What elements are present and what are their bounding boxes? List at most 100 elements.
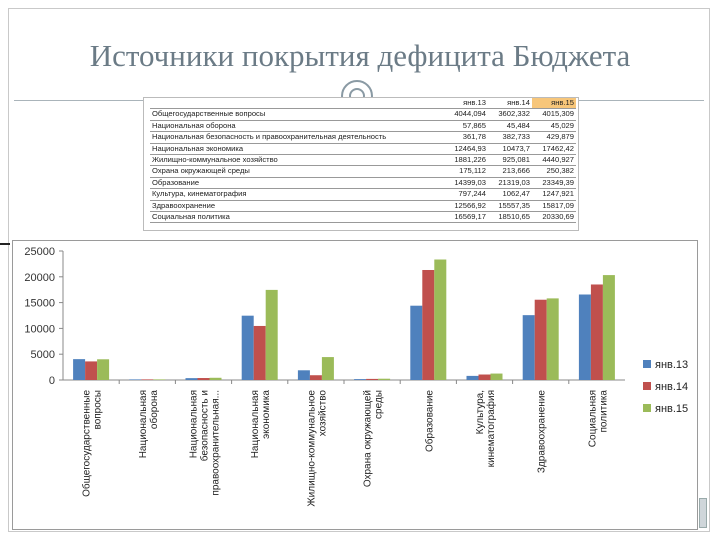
- bar-1: [241, 315, 254, 380]
- y-tick-label: 0: [49, 375, 55, 387]
- bar-2: [309, 375, 322, 380]
- x-category-label: Национальнаябезопасность иправоохранител…: [189, 390, 222, 496]
- table-category-cell: Охрана окружающей среды: [150, 165, 444, 178]
- bar-1: [522, 315, 535, 380]
- table-row: Общегосударственные вопросы 4044,094 3602,…: [150, 108, 576, 121]
- bar-2: [422, 269, 435, 380]
- y-tick-label: 5000: [31, 349, 55, 361]
- table-row: Национальная экономика 12464,93 10473,7 174…: [150, 143, 576, 156]
- table-value-cell: 175,112: [444, 165, 488, 178]
- bar-2: [85, 361, 98, 380]
- table-value-cell: 45,484: [488, 120, 532, 133]
- bar-3: [97, 359, 110, 380]
- table-value-cell: 4044,094: [444, 108, 488, 121]
- x-category-label: Жилищно-коммунальноехозяйство: [306, 390, 328, 507]
- legend-swatch: [643, 360, 651, 368]
- x-category-label: Национальнаяоборона: [138, 390, 160, 459]
- bar-1: [466, 375, 479, 380]
- table-row: Здравоохранение 12566,92 15557,35 15817,09: [150, 200, 576, 213]
- table-value-cell: 429,879: [532, 131, 576, 144]
- bar-1: [578, 294, 591, 380]
- table-row: Социальная политика 16569,17 18510,65 20330…: [150, 211, 576, 224]
- legend-swatch: [643, 382, 651, 390]
- bar-2: [590, 284, 603, 380]
- table-value-cell: 18510,65: [488, 211, 532, 224]
- table-value-cell: 382,733: [488, 131, 532, 144]
- bar-3: [321, 357, 334, 380]
- table-header-cell: янв.13: [444, 98, 488, 110]
- table-category-cell: Национальная безопасность и правоохранит…: [150, 131, 444, 144]
- table-value-cell: 1247,921: [532, 188, 576, 201]
- bar-2: [478, 374, 491, 380]
- table-value-cell: 10473,7: [488, 143, 532, 156]
- table-row: Жилищно-коммунальное хозяйство 1881,226 92…: [150, 154, 576, 167]
- y-tick-label: 10000: [24, 323, 55, 335]
- bar-3: [378, 378, 391, 380]
- source-table: янв.13 янв.14 янв.15 Общегосударственные…: [143, 97, 579, 231]
- table-value-cell: 17462,42: [532, 143, 576, 156]
- table-row: Национальная оборона 57,865 45,484 45,029: [150, 120, 576, 133]
- table-value-cell: 20330,69: [532, 211, 576, 224]
- table-value-cell: 16569,17: [444, 211, 488, 224]
- side-divider: [0, 243, 10, 265]
- y-tick-label: 25000: [24, 246, 55, 258]
- table-value-cell: 14399,03: [444, 177, 488, 190]
- x-category-label: Здравоохранение: [537, 390, 548, 474]
- slide-frame: [8, 8, 710, 532]
- table-value-cell: 250,382: [532, 165, 576, 178]
- table-category-cell: Национальная экономика: [150, 143, 444, 156]
- bar-3: [265, 289, 278, 380]
- bar-1: [354, 379, 367, 380]
- table-value-cell: 797,244: [444, 188, 488, 201]
- legend-label: янв.15: [655, 403, 688, 415]
- y-tick-label: 15000: [24, 298, 55, 310]
- table-header-row: янв.13 янв.14 янв.15: [150, 98, 576, 110]
- table-header-cell: янв.15: [532, 98, 576, 110]
- table-row: Национальная безопасность и правоохранит…: [150, 131, 576, 144]
- table-value-cell: 23349,39: [532, 177, 576, 190]
- x-category-label: Общегосударственныевопросы: [81, 390, 104, 497]
- chart-area: 0 5000 10000 15000 20000 25000 Общегосударстве…: [12, 240, 698, 530]
- bar-3: [209, 377, 222, 380]
- table-value-cell: 12566,92: [444, 200, 488, 213]
- bar-1: [185, 378, 198, 380]
- x-category-label: Национальнаяэкономика: [250, 390, 272, 459]
- table-value-cell: 21319,03: [488, 177, 532, 190]
- bar-3: [546, 298, 559, 380]
- bar-3: [490, 373, 503, 380]
- bar-2: [366, 378, 379, 380]
- table-category-cell: Культура, кинематография: [150, 188, 444, 201]
- table-value-cell: 57,865: [444, 120, 488, 133]
- table-value-cell: 4440,927: [532, 154, 576, 167]
- x-category-label: Образование: [423, 390, 435, 452]
- table-header-cell: [150, 98, 444, 110]
- legend-swatch: [643, 404, 651, 412]
- table-value-cell: 12464,93: [444, 143, 488, 156]
- budget-table: янв.13 янв.14 янв.15 Общегосударственные…: [150, 98, 576, 224]
- table-row: Охрана окружающей среды 175,112 213,666 250…: [150, 165, 576, 178]
- bar-2: [197, 378, 210, 380]
- table-category-cell: Социальная политика: [150, 211, 444, 224]
- table-value-cell: 361,78: [444, 131, 488, 144]
- table-row: Культура, кинематография 797,244 1062,47 12…: [150, 188, 576, 201]
- page-title: Источники покрытия дефицита Бюджета: [89, 38, 631, 73]
- bar-1: [297, 370, 310, 380]
- table-value-cell: 213,666: [488, 165, 532, 178]
- legend-label: янв.14: [655, 381, 688, 393]
- x-category-label: Социальнаяполитика: [587, 390, 609, 448]
- table-value-cell: 15557,35: [488, 200, 532, 213]
- legend-label: янв.13: [655, 359, 688, 371]
- table-category-cell: Общегосударственные вопросы: [150, 108, 444, 121]
- x-category-label: Охрана окружающейсреды: [363, 390, 385, 487]
- table-category-cell: Образование: [150, 177, 444, 190]
- slide-edge-tab: [699, 498, 707, 528]
- bar-1: [410, 305, 423, 380]
- table-value-cell: 3602,332: [488, 108, 532, 121]
- table-category-cell: Жилищно-коммунальное хозяйство: [150, 154, 444, 167]
- bar-3: [153, 379, 166, 380]
- table-value-cell: 1062,47: [488, 188, 532, 201]
- bar-chart: 0 5000 10000 15000 20000 25000 Общегосударстве…: [24, 246, 688, 507]
- table-value-cell: 4015,309: [532, 108, 576, 121]
- bar-2: [534, 299, 547, 380]
- table-value-cell: 925,081: [488, 154, 532, 167]
